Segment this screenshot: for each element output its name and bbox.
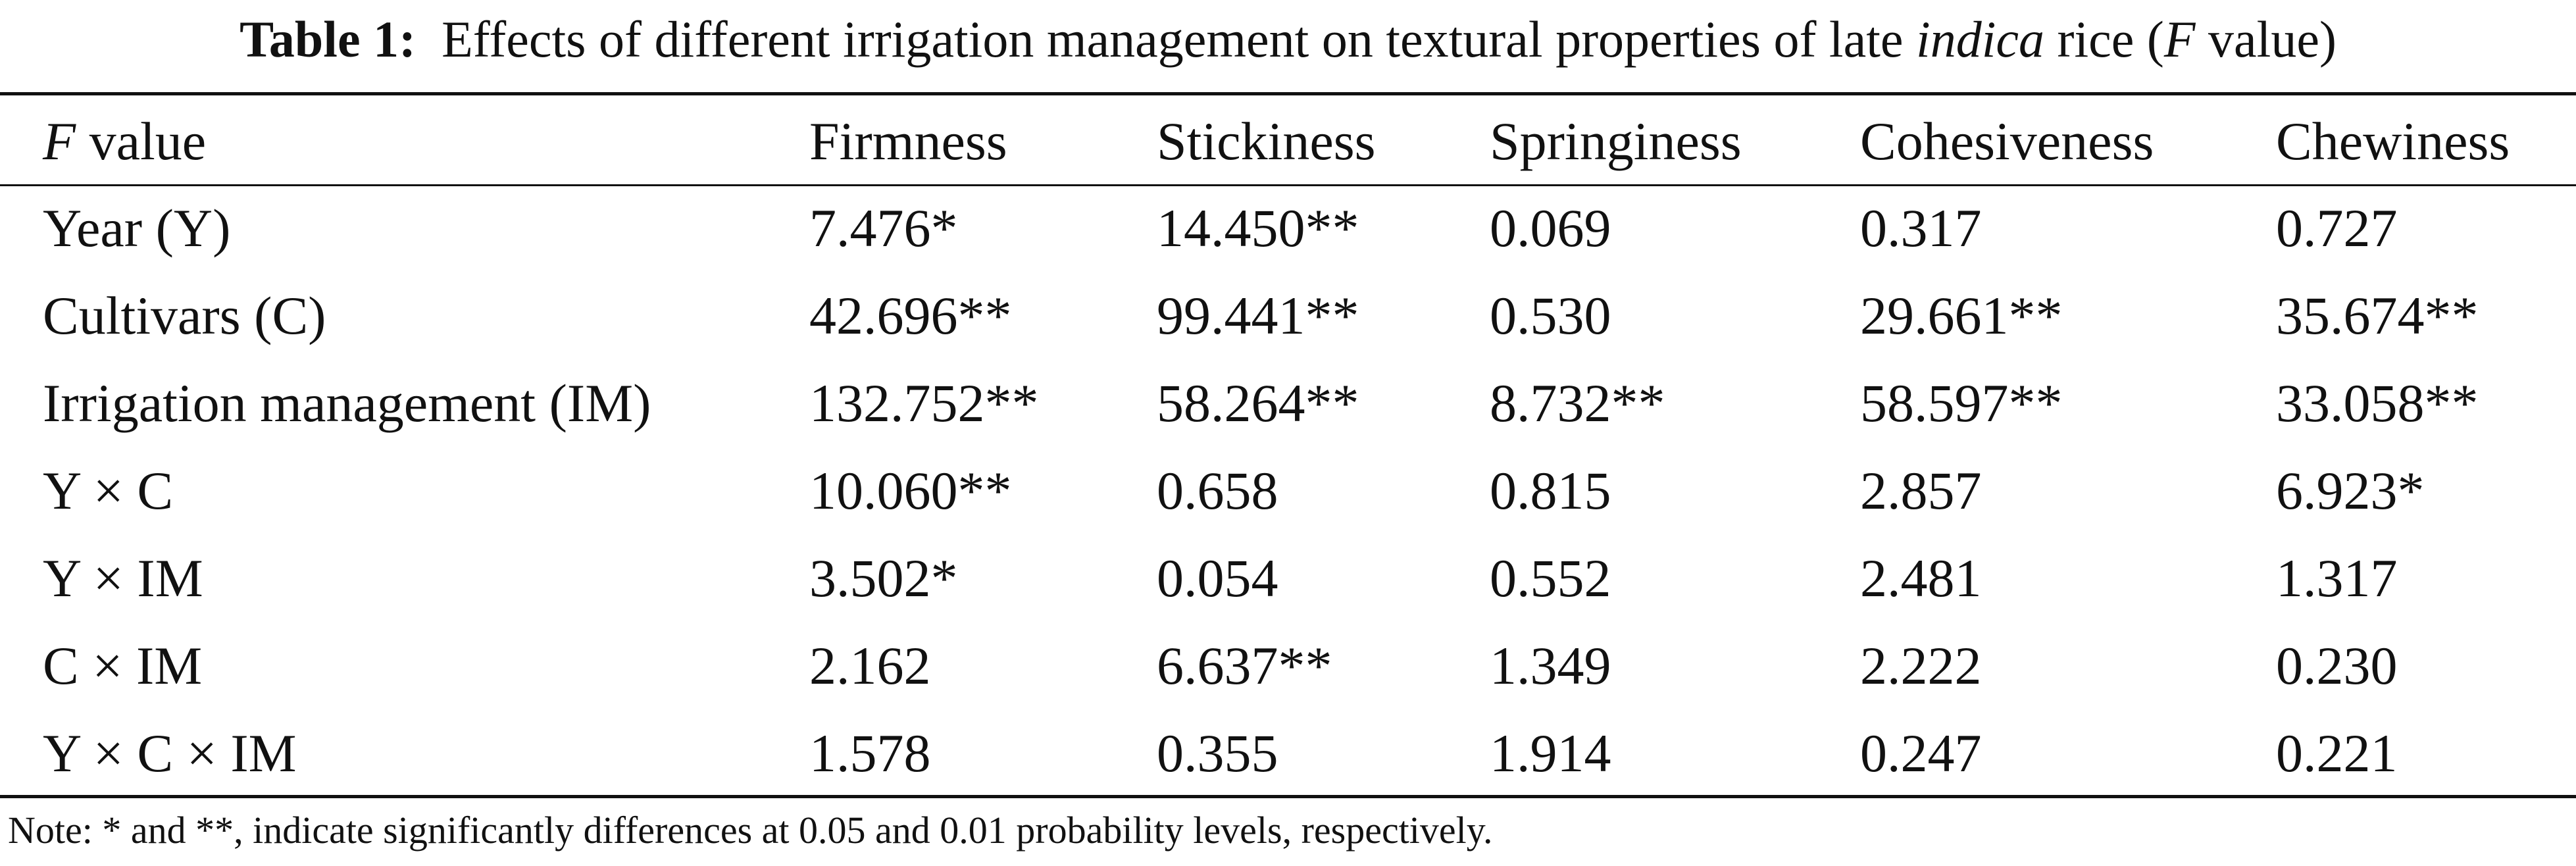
cell-firmness: 3.502*	[809, 548, 958, 608]
table-caption: Table 1: Effects of different irrigation…	[0, 0, 2576, 92]
cell-stickiness: 99.441**	[1157, 285, 1359, 345]
caption-text-a: Effects of different irrigation manageme…	[442, 11, 1904, 68]
header-springiness: Springiness	[1490, 111, 1742, 171]
cell-firmness: 1.578	[809, 723, 931, 783]
cell-firmness: 2.162	[809, 635, 931, 696]
row-label: Irrigation management (IM)	[43, 372, 651, 433]
cell-stickiness: 14.450**	[1157, 197, 1359, 258]
cell-stickiness: 0.658	[1157, 460, 1278, 521]
cell-cohesiveness: 58.597**	[1860, 372, 2063, 433]
table-row: Y × IM 3.502* 0.054 0.552 2.481 1.317	[0, 534, 2576, 622]
cell-cohesiveness: 0.317	[1860, 197, 1982, 258]
caption-italic-f: F	[2163, 11, 2196, 68]
cell-firmness: 7.476*	[809, 197, 958, 258]
cell-cohesiveness: 0.247	[1860, 723, 1982, 783]
cell-firmness: 10.060**	[809, 460, 1012, 521]
row-label: Cultivars (C)	[43, 285, 326, 345]
header-rule	[0, 184, 2576, 186]
cell-stickiness: 6.637**	[1157, 635, 1332, 696]
cell-chewiness: 1.317	[2276, 548, 2398, 608]
top-rule	[0, 92, 2576, 95]
cell-chewiness: 35.674**	[2276, 285, 2479, 345]
cell-stickiness: 58.264**	[1157, 372, 1359, 433]
header-firmness: Firmness	[809, 111, 1007, 171]
cell-chewiness: 0.230	[2276, 635, 2398, 696]
header-f-italic: F	[43, 111, 76, 171]
cell-cohesiveness: 2.481	[1860, 548, 1982, 608]
header-cohesiveness: Cohesiveness	[1860, 111, 2154, 171]
bottom-rule	[0, 795, 2576, 798]
cell-cohesiveness: 2.857	[1860, 460, 1982, 521]
cell-chewiness: 6.923*	[2276, 460, 2425, 521]
table-row: Irrigation management (IM) 132.752** 58.…	[0, 359, 2576, 447]
cell-firmness: 42.696**	[809, 285, 1012, 345]
cell-springiness: 1.914	[1490, 723, 1611, 783]
cell-firmness: 132.752**	[809, 372, 1039, 433]
table-row: Cultivars (C) 42.696** 99.441** 0.530 29…	[0, 272, 2576, 359]
row-label: Y × IM	[43, 548, 203, 608]
header-f-value: F value	[0, 99, 809, 184]
row-label: C × IM	[43, 635, 203, 696]
cell-chewiness: 33.058**	[2276, 372, 2479, 433]
row-label: Y × C	[43, 460, 174, 521]
row-label: Year (Y)	[43, 197, 231, 258]
cell-springiness: 0.069	[1490, 197, 1611, 258]
table-row: Y × C 10.060** 0.658 0.815 2.857 6.923*	[0, 447, 2576, 534]
header-chewiness: Chewiness	[2276, 111, 2510, 171]
cell-chewiness: 0.727	[2276, 197, 2398, 258]
cell-stickiness: 0.054	[1157, 548, 1278, 608]
row-label: Y × C × IM	[43, 723, 297, 783]
header-row: F value Firmness Stickiness Springiness …	[0, 99, 2576, 184]
table-row: Year (Y) 7.476* 14.450** 0.069 0.317 0.7…	[0, 184, 2576, 272]
table-row: Y × C × IM 1.578 0.355 1.914 0.247 0.221	[0, 709, 2576, 797]
f-value-table: F value Firmness Stickiness Springiness …	[0, 99, 2576, 797]
cell-chewiness: 0.221	[2276, 723, 2398, 783]
caption-label: Table 1:	[240, 11, 417, 68]
cell-cohesiveness: 2.222	[1860, 635, 1982, 696]
table-note: Note: * and **, indicate significantly d…	[8, 809, 1493, 852]
caption-text-b: rice (	[2057, 11, 2164, 68]
cell-springiness: 0.552	[1490, 548, 1611, 608]
caption-italic-indica: indica	[1916, 11, 2044, 68]
cell-cohesiveness: 29.661**	[1860, 285, 2063, 345]
caption-text-c: value)	[2208, 11, 2336, 68]
header-f-rest: value	[89, 111, 207, 171]
cell-springiness: 8.732**	[1490, 372, 1665, 433]
table-row: C × IM 2.162 6.637** 1.349 2.222 0.230	[0, 622, 2576, 709]
header-stickiness: Stickiness	[1157, 111, 1376, 171]
cell-springiness: 0.530	[1490, 285, 1611, 345]
cell-springiness: 0.815	[1490, 460, 1611, 521]
cell-stickiness: 0.355	[1157, 723, 1278, 783]
cell-springiness: 1.349	[1490, 635, 1611, 696]
